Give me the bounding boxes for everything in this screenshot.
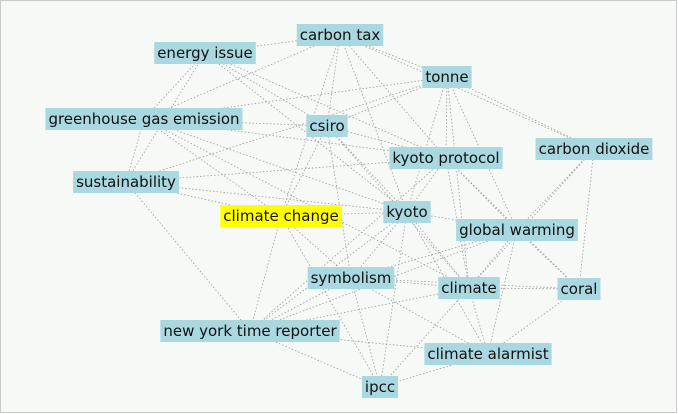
node-label: climate alarmist — [427, 345, 548, 363]
node-label: climate change — [223, 207, 338, 225]
node[interactable]: global warming — [456, 219, 578, 241]
edge — [339, 34, 447, 159]
node-label: tonne — [425, 68, 468, 86]
edge — [379, 211, 408, 388]
edge — [204, 52, 408, 213]
node[interactable]: climate change — [220, 205, 342, 227]
node-box — [456, 219, 578, 241]
edge — [445, 76, 448, 159]
edge — [446, 76, 595, 150]
node[interactable]: ipcc — [361, 376, 399, 398]
node-label: climate — [441, 279, 497, 297]
edge — [339, 34, 595, 150]
edge — [446, 76, 470, 289]
node-label: symbolism — [311, 269, 392, 287]
edge — [326, 125, 352, 279]
node-box — [361, 376, 399, 398]
node-box — [73, 171, 179, 193]
node[interactable]: carbon dioxide — [535, 138, 653, 160]
edge — [125, 181, 408, 213]
node[interactable]: carbon tax — [296, 24, 384, 46]
node-box — [307, 267, 395, 289]
node-box — [306, 115, 348, 137]
edge — [487, 229, 518, 355]
edge — [406, 76, 448, 213]
edge — [249, 330, 381, 388]
node-label: kyoto — [386, 203, 427, 221]
node[interactable]: kyoto — [383, 201, 431, 223]
node-label: csiro — [309, 117, 344, 135]
node[interactable]: kyoto protocol — [389, 147, 503, 169]
node-box — [422, 66, 472, 88]
node-label: sustainability — [76, 173, 176, 191]
node-label: energy issue — [157, 44, 253, 62]
edge — [143, 34, 341, 120]
node[interactable]: csiro — [306, 115, 348, 137]
edge — [578, 148, 595, 290]
edge — [445, 157, 518, 231]
edge — [516, 148, 595, 231]
node-box — [535, 138, 653, 160]
edge — [280, 215, 381, 388]
node[interactable]: coral — [557, 278, 601, 300]
node-box — [438, 277, 500, 299]
edge — [350, 277, 381, 388]
edge — [326, 34, 341, 127]
node-label: new york time reporter — [163, 322, 337, 340]
edge — [249, 157, 447, 332]
node-box — [424, 343, 552, 365]
node-box — [45, 108, 243, 130]
node-label: global warming — [459, 221, 575, 239]
node[interactable]: climate — [438, 277, 500, 299]
node[interactable]: tonne — [422, 66, 472, 88]
node-box — [220, 205, 342, 227]
node-label: kyoto protocol — [392, 149, 499, 167]
edge — [280, 125, 328, 217]
node-box — [154, 42, 256, 64]
node-label: carbon dioxide — [539, 140, 650, 158]
edge — [445, 157, 470, 289]
edge — [406, 211, 470, 289]
node[interactable]: energy issue — [154, 42, 256, 64]
node[interactable]: climate alarmist — [424, 343, 552, 365]
edge — [249, 215, 282, 332]
node-box — [160, 320, 340, 342]
edge — [125, 76, 448, 183]
node-label: greenhouse gas emission — [48, 110, 239, 128]
node-label: coral — [561, 280, 598, 298]
edge — [326, 125, 470, 289]
node[interactable]: greenhouse gas emission — [45, 108, 243, 130]
node-label: carbon tax — [300, 26, 381, 44]
edge — [339, 34, 408, 213]
node-box — [296, 24, 384, 46]
edge — [204, 52, 328, 127]
edge — [379, 287, 470, 388]
node[interactable]: new york time reporter — [160, 320, 340, 342]
node[interactable]: sustainability — [73, 171, 179, 193]
edge — [125, 52, 206, 183]
node-box — [383, 201, 431, 223]
edge — [350, 277, 489, 355]
node-label: ipcc — [365, 378, 395, 396]
edge — [350, 277, 580, 290]
edge — [143, 118, 408, 213]
node-box — [557, 278, 601, 300]
nodes: energy issue carbon tax tonne greenhouse ga… — [45, 24, 653, 398]
node-box — [389, 147, 503, 169]
node[interactable]: symbolism — [307, 267, 395, 289]
edge — [125, 181, 251, 332]
